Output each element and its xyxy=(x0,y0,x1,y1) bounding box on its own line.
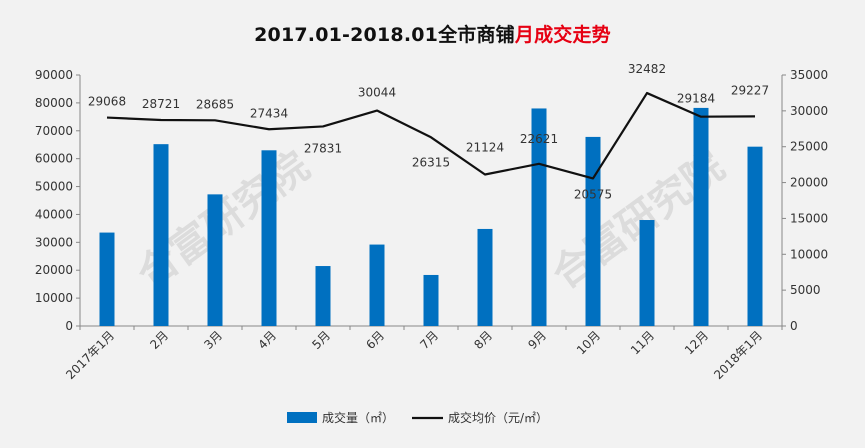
legend: 成交量（㎡） 成交均价（元/㎡） xyxy=(287,410,548,425)
chart-title: 2017.01-2018.01全市商铺月成交走势 xyxy=(0,20,865,47)
chart-title-highlight: 月成交走势 xyxy=(514,24,611,46)
line-data-label: 21124 xyxy=(466,141,504,155)
y-right-tick-label: 30000 xyxy=(790,104,828,118)
bar xyxy=(423,274,439,326)
bar xyxy=(369,244,385,326)
x-tick-label: 8月 xyxy=(471,328,495,352)
y-right-tick-label: 5000 xyxy=(790,283,821,297)
bar xyxy=(261,150,277,326)
y-right-tick-label: 25000 xyxy=(790,140,828,154)
bar xyxy=(153,144,169,326)
y-left-tick-label: 10000 xyxy=(35,291,73,305)
bar xyxy=(585,136,601,326)
bar xyxy=(99,232,115,326)
bar xyxy=(207,194,223,326)
x-tick-label: 2018年1月 xyxy=(711,328,765,382)
y-left-tick-label: 40000 xyxy=(35,207,73,221)
line-data-label: 28685 xyxy=(196,97,234,111)
y-right-tick-label: 0 xyxy=(790,319,798,333)
x-tick-label: 11月 xyxy=(628,328,657,357)
y-right-tick-label: 35000 xyxy=(790,68,828,82)
x-tick-label: 2017年1月 xyxy=(63,328,117,382)
x-tick-label: 5月 xyxy=(309,328,333,352)
x-tick-label: 7月 xyxy=(417,328,441,352)
y-left-tick-label: 30000 xyxy=(35,235,73,249)
y-right-tick-label: 10000 xyxy=(790,247,828,261)
y-left-tick-label: 90000 xyxy=(35,68,73,82)
legend-bar-swatch xyxy=(287,412,317,423)
line-layer: 29068 28721 28685 27434 27831 30044 26315 21124… xyxy=(88,62,769,201)
price-line xyxy=(106,91,756,180)
x-tick-label: 10月 xyxy=(574,328,603,357)
line-data-label: 27831 xyxy=(304,141,342,155)
x-tick-label: 3月 xyxy=(201,328,225,352)
x-tick-label: 6月 xyxy=(363,328,387,352)
bar xyxy=(531,108,547,326)
line-data-label: 30044 xyxy=(358,86,396,100)
y-left-tick-label: 0 xyxy=(65,319,73,333)
line-data-label: 32482 xyxy=(628,62,666,76)
x-tick-label: 12月 xyxy=(682,328,711,357)
bar xyxy=(639,220,655,326)
line-data-label: 29184 xyxy=(677,92,715,106)
x-tick-label: 9月 xyxy=(525,328,549,352)
y-left-tick-label: 80000 xyxy=(35,96,73,110)
line-data-label: 22621 xyxy=(520,132,558,146)
y-left-tick-label: 50000 xyxy=(35,180,73,194)
legend-line-label: 成交均价（元/㎡） xyxy=(448,410,548,425)
line-data-label: 29068 xyxy=(88,95,126,109)
y-left-tick-label: 70000 xyxy=(35,124,73,138)
line-data-label: 27434 xyxy=(250,106,288,120)
chart-title-main: 2017.01-2018.01全市商铺 xyxy=(254,24,515,46)
y-right-tick-label: 15000 xyxy=(790,211,828,225)
line-data-label: 26315 xyxy=(412,155,450,169)
bar xyxy=(747,146,763,326)
bar xyxy=(693,107,709,326)
x-tick-label: 4月 xyxy=(255,328,279,352)
bar xyxy=(477,228,493,326)
bar xyxy=(315,266,331,326)
y-left-tick-label: 60000 xyxy=(35,152,73,166)
y-right-tick-label: 20000 xyxy=(790,176,828,190)
y-left-tick-label: 20000 xyxy=(35,263,73,277)
bars-layer xyxy=(99,107,763,326)
line-data-label: 20575 xyxy=(574,187,612,201)
x-tick-label: 2月 xyxy=(147,328,171,352)
line-data-label: 28721 xyxy=(142,97,180,111)
line-data-label: 29227 xyxy=(731,83,769,97)
legend-bar-label: 成交量（㎡） xyxy=(322,410,394,425)
